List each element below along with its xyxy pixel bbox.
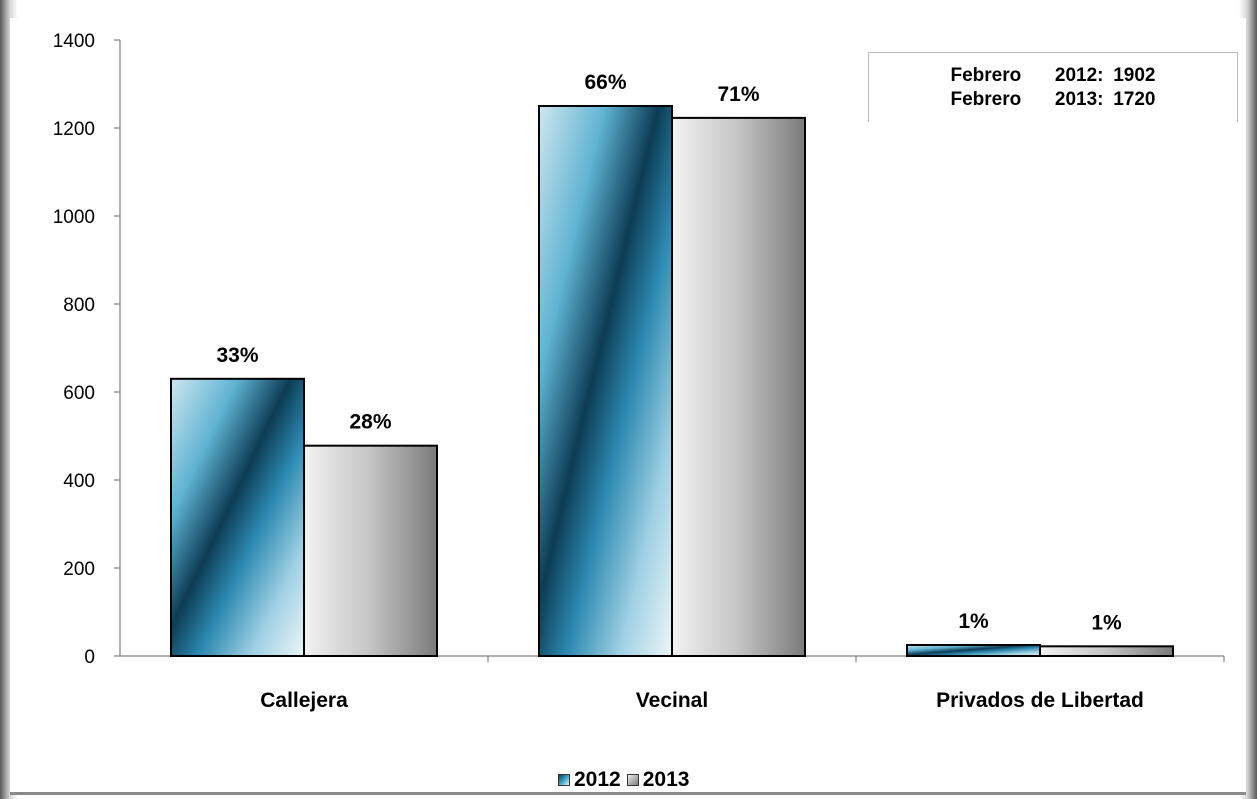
y-tick-label: 1000 [53,207,95,228]
y-tick-label: 1400 [53,31,95,52]
x-category-label: Privados de Libertad [936,689,1144,712]
x-category-label: Vecinal [636,689,708,712]
totals-year: 2012: [1054,64,1104,86]
bar-chart: 0 200 400 600 800 1000 1200 1400 Callejera 33% 28… [53,31,1225,712]
totals-value: 1720 [1113,88,1156,110]
totals-value: 1902 [1113,64,1156,86]
y-tick-label: 800 [63,295,95,316]
data-label: 28% [349,411,391,434]
y-tick-label: 600 [63,383,95,404]
bar-2013-privados-de-libertad[interactable] [1039,645,1174,658]
totals-label: Febrero [950,64,1022,86]
y-tick-label: 0 [84,647,95,668]
data-label: 66% [584,71,626,94]
legend-swatch-2013 [626,774,639,786]
totals-annotation: Febrero 2012: 1902 Febrero 2013: 1720 [868,52,1238,122]
labels-group: Callejera 33% 28% Vecinal 66% 71% Privados de … [216,71,1143,712]
legend: 2012 2013 [558,768,689,792]
bar-2012-privados-de-libertad[interactable] [906,644,1041,657]
y-tick-label: 1200 [53,119,95,140]
totals-row-2013: Febrero 2013: 1720 [951,88,1156,112]
legend-swatch-2012 [558,774,570,786]
legend-item-2012[interactable]: 2012 [558,768,621,792]
bar-2013-vecinal[interactable] [671,116,806,657]
legend-label-2012: 2012 [574,768,621,791]
data-label: 1% [958,610,989,633]
totals-row-2012: Febrero 2012: 1902 [951,64,1156,88]
chart-panel: 0 200 400 600 800 1000 1200 1400 Callejera 33% 28… [10,18,1246,795]
x-category-label: Callejera [260,689,348,712]
data-label: 71% [717,83,759,106]
y-tick-label: 400 [63,471,95,492]
bar-2012-vecinal[interactable] [538,105,673,657]
data-label: 33% [216,344,258,367]
data-label: 1% [1091,611,1122,634]
bar-2012-callejera[interactable] [170,377,305,657]
bars-group [170,105,1174,658]
legend-item-2013[interactable]: 2013 [626,768,690,792]
bar-2013-callejera[interactable] [303,444,438,657]
legend-label-2013: 2013 [642,768,690,791]
totals-year: 2013: [1054,88,1104,110]
y-tick-label: 200 [63,559,95,580]
totals-label: Febrero [950,88,1022,110]
